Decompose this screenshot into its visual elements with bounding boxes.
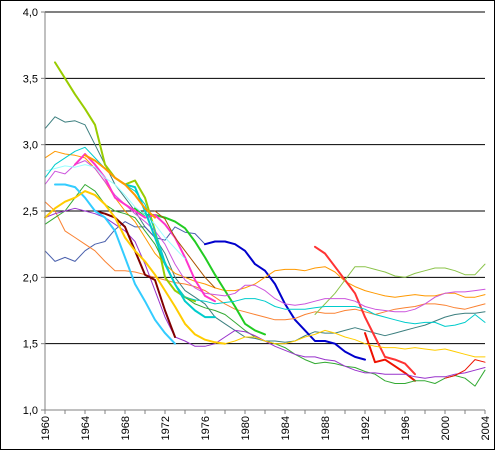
series-line-2: [44, 221, 206, 262]
x-tick-label: 1984: [280, 416, 292, 440]
series-line-22: [224, 329, 486, 358]
x-tick-label: 2000: [440, 416, 452, 440]
x-tick-label: 1988: [320, 416, 332, 440]
series-line-5: [44, 150, 486, 298]
series-line-23: [84, 154, 156, 219]
series-line-11: [44, 184, 486, 387]
series-line-9: [314, 263, 486, 315]
series-line-19: [54, 183, 176, 345]
x-tick-label: 1976: [200, 416, 212, 440]
y-tick-label: 2,5: [23, 206, 38, 218]
y-tick-label: 2,0: [23, 272, 38, 284]
series-line-14: [74, 153, 216, 303]
y-tick-label: 3,5: [23, 73, 38, 85]
series-line-15: [154, 210, 216, 289]
x-tick-label: 1992: [360, 416, 372, 440]
series-lines: [44, 61, 486, 387]
gridlines: [45, 11, 485, 345]
x-tick-label: 1960: [40, 416, 52, 440]
x-tick-label: 2004: [480, 416, 492, 440]
x-tick-label: 1972: [160, 416, 172, 440]
y-tick-label: 3,0: [23, 140, 38, 152]
y-tick-label: 1,0: [23, 405, 38, 417]
x-tick-label: 1980: [240, 416, 252, 440]
series-line-13: [44, 160, 486, 313]
series-line-20: [124, 183, 216, 319]
y-tick-label: 1,5: [23, 339, 38, 351]
series-line-17: [44, 164, 186, 260]
x-tick-label: 1964: [80, 416, 92, 440]
series-line-6: [314, 245, 416, 376]
series-line-16: [94, 210, 176, 338]
axes: [41, 11, 486, 414]
x-tick-label: 1996: [400, 416, 412, 440]
series-line-21: [44, 190, 226, 345]
series-line-1: [44, 116, 486, 343]
series-line-24: [444, 359, 486, 379]
x-tick-label: 1968: [120, 416, 132, 440]
series-line-8: [54, 61, 196, 303]
y-axis-ticks: 1,0 1,5 2,0 2,5 3,0 3,5 4,0: [23, 7, 38, 417]
x-axis-ticks: 1960 1964 1968 1972 1976 1980 1984 1988 1992 1996…: [40, 416, 492, 440]
series-line-4: [44, 201, 486, 321]
y-tick-label: 4,0: [23, 7, 38, 19]
